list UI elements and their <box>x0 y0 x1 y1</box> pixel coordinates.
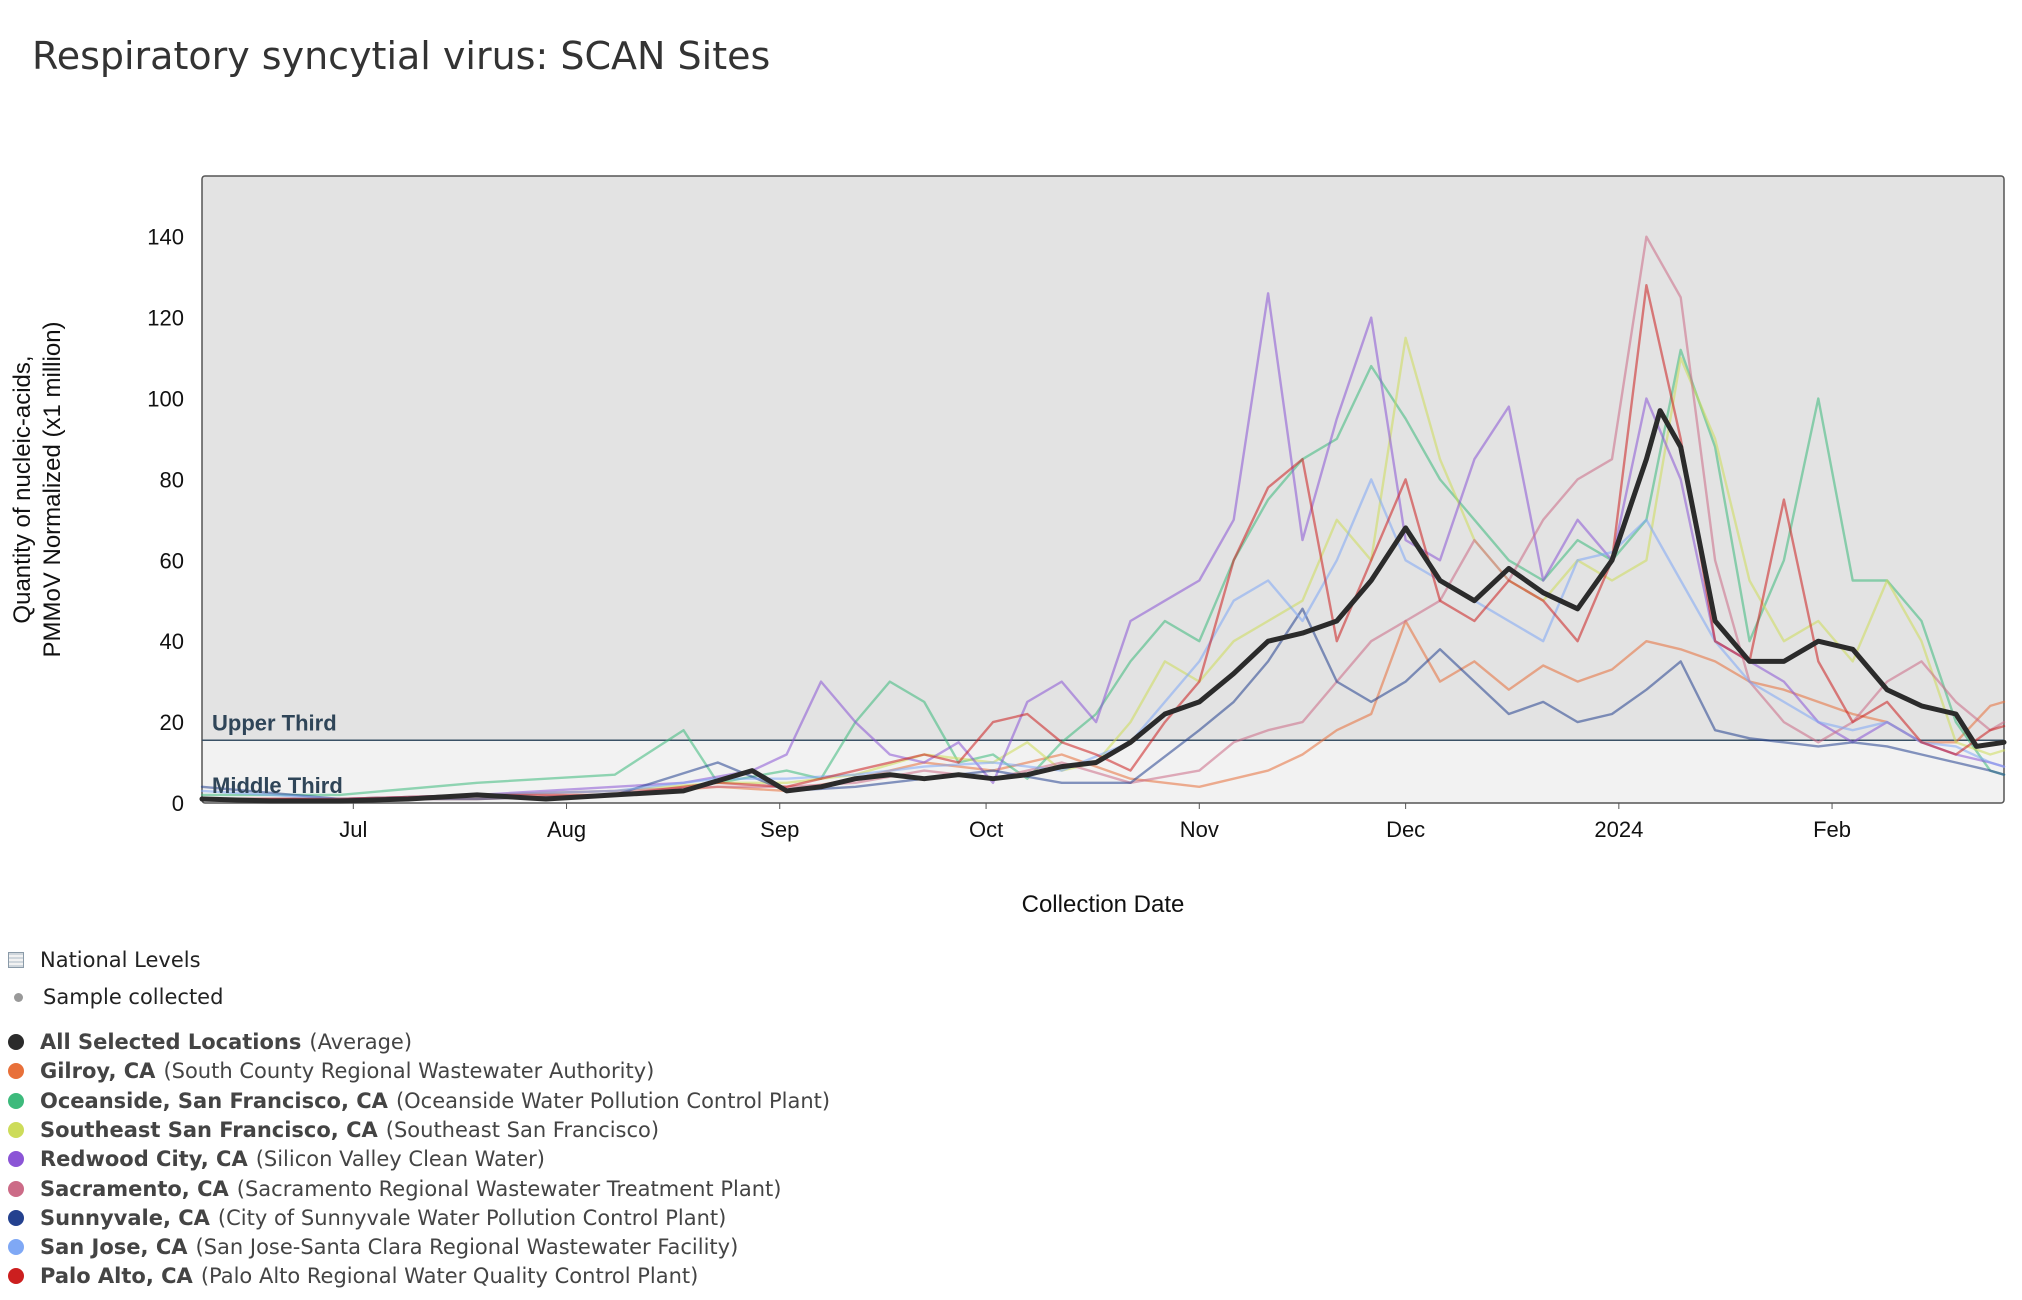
y-tick-label: 0 <box>172 791 184 816</box>
x-tick-label: Nov <box>1180 817 1219 842</box>
legend-item[interactable]: San Jose, CA (San Jose-Santa Clara Region… <box>8 1235 738 1259</box>
series-line-all-selected-locations <box>199 408 2007 804</box>
x-tick-label: Jul <box>339 817 367 842</box>
axis-ticks: 0 20 40 60 80 100 120 140 Jul Aug Sep Oct Nov Dec 2024… <box>9 225 1851 918</box>
legend-swatch-icon <box>8 1239 24 1256</box>
series-layer <box>199 235 2007 804</box>
chart-area: 0 20 40 60 80 100 120 140 Jul Aug Sep Oct Nov Dec 2024… <box>9 175 2007 918</box>
middle-third-label: Middle Third <box>212 773 343 798</box>
legend-sample-collected[interactable]: Sample collected <box>8 985 223 1009</box>
y-tick-label: 140 <box>147 225 184 250</box>
upper-third-band <box>202 176 2004 741</box>
plot-frame <box>201 175 2005 804</box>
series-line-san-jose-ca <box>200 478 2006 801</box>
x-tick-label: Sep <box>760 817 799 842</box>
series-line-redwood-city-ca <box>200 292 2006 801</box>
legend-location-desc: (Palo Alto Regional Water Quality Contro… <box>200 1264 699 1289</box>
sample-dot-icon <box>14 992 23 1002</box>
legend-swatch-icon <box>8 1092 24 1109</box>
sample-collected-label: Sample collected <box>43 985 224 1009</box>
legend-location-desc: (Average) <box>309 1030 413 1054</box>
legend-item[interactable]: Oceanside, San Francisco, CA (Oceanside W… <box>8 1089 830 1113</box>
legend-item[interactable]: Sacramento, CA (Sacramento Regional Waste… <box>8 1177 781 1201</box>
legend-location-name: Southeast San Francisco, CA <box>40 1117 378 1142</box>
x-tick-label: Aug <box>547 817 586 842</box>
y-tick-label: 100 <box>147 386 184 411</box>
legend-swatch-icon <box>8 1180 24 1197</box>
legend-location-name: Redwood City, CA <box>40 1147 248 1172</box>
legend-swatch-icon <box>8 1209 24 1226</box>
y-tick-label: 40 <box>160 629 184 654</box>
y-axis-title-line2: PMMoV Normalized (x1 million) <box>39 321 66 657</box>
legend-location-desc: (Oceanside Water Pollution Control Plant… <box>395 1088 831 1113</box>
national-levels-label: National Levels <box>40 948 201 972</box>
x-axis-title: Collection Date <box>1022 891 1185 918</box>
legend-location-desc: (San Jose-Santa Clara Regional Wastewate… <box>195 1235 739 1260</box>
legend-swatch-icon <box>8 1063 24 1080</box>
legend-item[interactable]: Redwood City, CA (Silicon Valley Clean Wa… <box>8 1147 545 1171</box>
legend-location-name: Sunnyvale, CA <box>40 1205 210 1230</box>
series-line-sunnyvale-ca <box>200 607 2006 801</box>
legend-swatch-icon <box>8 1034 24 1050</box>
x-tick-label: Oct <box>969 817 1003 842</box>
legend-location-desc: (Southeast San Francisco) <box>385 1117 660 1142</box>
legend-location-name: Palo Alto, CA <box>40 1264 193 1289</box>
legend-item[interactable]: Southeast San Francisco, CA (Southeast Sa… <box>8 1118 659 1142</box>
legend-location-name: Gilroy, CA <box>40 1059 156 1084</box>
legend-swatch-icon <box>8 1268 24 1285</box>
legend-national-levels[interactable]: National Levels <box>8 948 201 972</box>
x-tick-label: Dec <box>1386 817 1425 842</box>
legend-item[interactable]: Sunnyvale, CA (City of Sunnyvale Water Po… <box>8 1206 726 1230</box>
legend-location-desc: (City of Sunnyvale Water Pollution Contr… <box>217 1205 727 1230</box>
legend-item[interactable]: Palo Alto, CA (Palo Alto Regional Water Q… <box>8 1264 698 1288</box>
legend-item[interactable]: All Selected Locations (Average) <box>8 1030 412 1054</box>
legend-location-name: Sacramento, CA <box>40 1176 229 1201</box>
plot-background <box>201 175 2005 804</box>
legend-location-name: San Jose, CA <box>40 1235 188 1260</box>
x-tick-label: 2024 <box>1594 817 1643 842</box>
threshold-labels: Upper Third Middle Third <box>212 710 343 798</box>
y-tick-label: 120 <box>147 306 184 331</box>
x-tick-label: Feb <box>1813 817 1851 842</box>
y-tick-label: 80 <box>160 467 184 492</box>
legend-location-desc: (South County Regional Wastewater Author… <box>163 1059 655 1084</box>
legend-swatch-icon <box>8 1151 24 1168</box>
legend-location-desc: (Silicon Valley Clean Water) <box>255 1147 545 1172</box>
y-tick-label: 60 <box>160 548 184 573</box>
legend-item[interactable]: Gilroy, CA (South County Regional Wastewa… <box>8 1059 654 1083</box>
y-axis-title-line1: Quantity of nucleic-acids, <box>9 355 36 623</box>
legend-location-name: Oceanside, San Francisco, CA <box>40 1088 388 1113</box>
y-tick-label: 20 <box>160 710 184 735</box>
national-levels-icon <box>8 952 24 968</box>
chart-title: Respiratory syncytial virus: SCAN Sites <box>32 34 771 78</box>
legend-location-desc: (Sacramento Regional Wastewater Treatmen… <box>236 1176 782 1201</box>
upper-third-label: Upper Third <box>212 710 337 735</box>
legend-swatch-icon <box>8 1121 24 1138</box>
legend-location-name: All Selected Locations <box>40 1030 302 1054</box>
